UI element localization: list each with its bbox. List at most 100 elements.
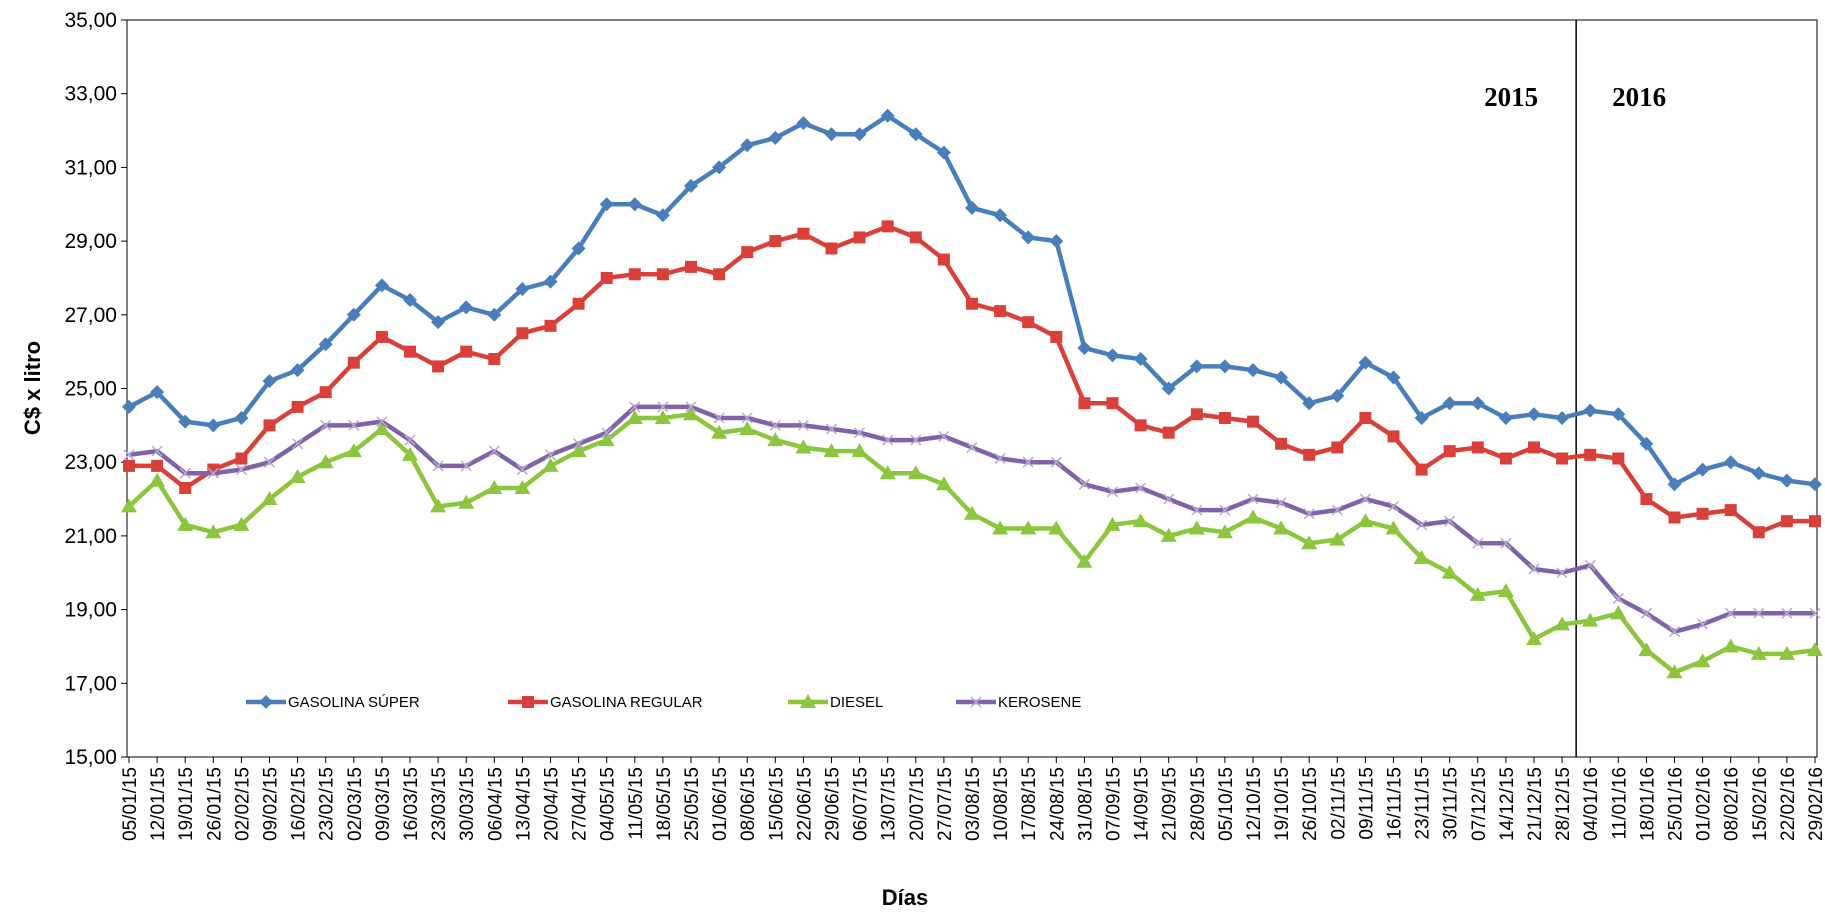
x-tick-label: 04/01/16	[1581, 767, 1602, 841]
marker	[347, 356, 360, 369]
x-tick-label: 21/09/15	[1160, 767, 1181, 841]
marker	[1331, 504, 1343, 516]
marker	[1303, 508, 1315, 520]
marker	[263, 456, 276, 468]
marker	[1668, 511, 1681, 524]
marker	[938, 430, 950, 442]
marker	[1753, 607, 1765, 619]
marker	[1555, 410, 1570, 425]
marker	[684, 178, 698, 193]
marker	[1471, 441, 1484, 454]
marker	[768, 130, 783, 145]
marker	[432, 460, 444, 472]
marker	[882, 434, 894, 446]
marker	[1666, 664, 1683, 679]
marker	[206, 418, 221, 433]
marker	[1190, 408, 1203, 421]
marker	[320, 419, 332, 431]
marker	[1387, 430, 1400, 443]
y-tick-label: 21,00	[64, 525, 117, 548]
y-tick-label: 15,00	[64, 746, 117, 769]
marker	[1247, 415, 1259, 428]
marker	[544, 449, 557, 461]
legend-label: KEROSENE	[998, 694, 1081, 711]
x-tick-label: 31/08/15	[1075, 767, 1096, 841]
marker	[994, 452, 1006, 465]
x-tick-label: 08/02/16	[1722, 767, 1743, 841]
marker	[1273, 520, 1290, 535]
legend-label: DIESEL	[830, 694, 883, 711]
marker	[291, 400, 304, 413]
marker	[599, 197, 614, 212]
marker	[1106, 486, 1119, 498]
marker	[1610, 605, 1627, 620]
marker	[1472, 537, 1484, 549]
marker	[797, 227, 810, 240]
x-tick-label: 15/02/16	[1750, 767, 1771, 841]
marker	[1246, 363, 1260, 378]
marker	[910, 434, 922, 446]
marker	[1414, 410, 1429, 425]
marker	[179, 481, 192, 494]
x-tick-label: 09/02/15	[261, 767, 282, 841]
marker	[1723, 455, 1738, 470]
x-tick-label: 22/06/15	[794, 767, 815, 841]
marker	[1077, 340, 1092, 355]
marker	[1584, 448, 1597, 461]
marker	[1275, 497, 1287, 509]
marker	[628, 268, 641, 281]
marker	[522, 696, 534, 708]
x-tick-label: 01/06/15	[710, 767, 731, 841]
marker	[1527, 407, 1541, 422]
marker	[262, 374, 277, 389]
marker	[1554, 616, 1571, 631]
x-tick-label: 26/01/15	[204, 767, 225, 841]
y-tick-label: 29,00	[64, 230, 117, 253]
x-tick-label: 30/11/15	[1441, 767, 1462, 840]
marker	[1469, 586, 1486, 601]
marker	[1442, 396, 1457, 411]
x-tick-label: 02/11/15	[1328, 767, 1349, 840]
marker	[373, 421, 390, 436]
marker	[404, 434, 416, 446]
marker	[908, 127, 923, 142]
marker	[654, 409, 671, 424]
marker	[1750, 645, 1767, 660]
marker	[970, 696, 982, 708]
x-tick-label: 16/02/15	[289, 767, 310, 841]
y-tick-label: 33,00	[64, 83, 117, 106]
y-tick-label: 23,00	[64, 451, 117, 474]
legend-label: GASOLINA REGULAR	[550, 694, 703, 711]
marker	[1724, 504, 1737, 517]
marker	[1359, 493, 1371, 505]
marker	[1441, 564, 1458, 579]
x-tick-label: 14/12/15	[1497, 767, 1518, 841]
x-tick-label: 16/03/15	[401, 767, 422, 841]
marker	[1191, 504, 1203, 516]
x-tick-label: 10/08/15	[991, 767, 1012, 841]
marker	[823, 443, 840, 458]
marker	[348, 419, 360, 431]
x-tick-label: 28/12/15	[1553, 767, 1574, 841]
marker	[598, 432, 615, 447]
marker	[825, 423, 838, 435]
marker	[1050, 456, 1062, 468]
x-axis-title: Días	[882, 885, 928, 910]
marker	[1020, 520, 1037, 535]
marker	[627, 197, 642, 212]
marker	[936, 145, 951, 160]
marker	[1275, 437, 1288, 450]
y-axis-title: C$ x litro	[20, 341, 45, 435]
marker	[317, 454, 334, 469]
x-tick-label: 28/09/15	[1188, 767, 1209, 841]
marker	[1160, 527, 1177, 542]
marker	[1809, 607, 1821, 619]
x-tick-label: 03/08/15	[963, 767, 984, 841]
x-tick-label: 06/07/15	[851, 767, 872, 841]
marker	[964, 505, 980, 520]
x-tick-label: 18/05/15	[654, 767, 675, 841]
x-tick-label: 02/02/15	[232, 767, 253, 841]
marker	[121, 498, 137, 513]
marker	[683, 406, 699, 421]
marker	[318, 337, 333, 352]
